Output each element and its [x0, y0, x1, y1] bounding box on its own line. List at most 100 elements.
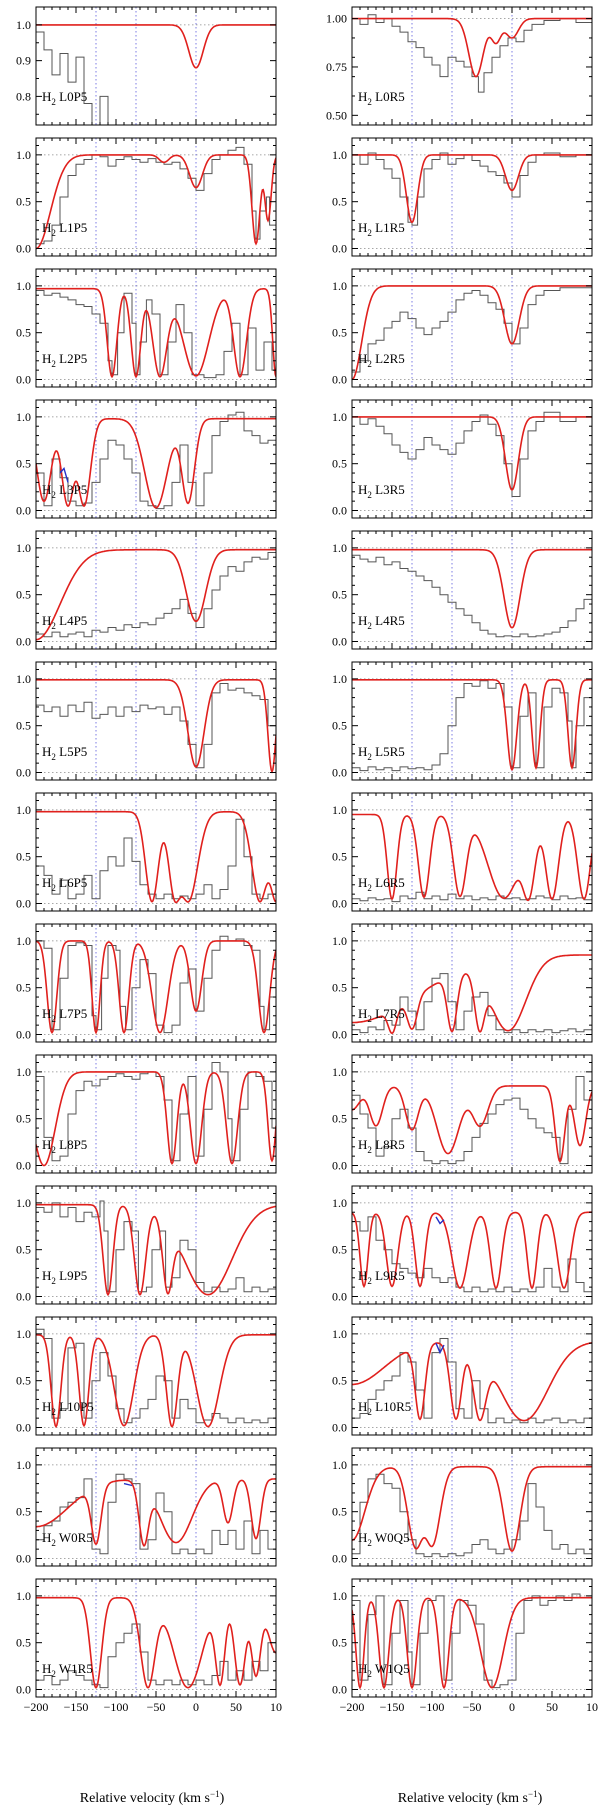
y-tick-label: 0.5 [332, 719, 347, 733]
y-tick-label: 1.0 [16, 410, 31, 424]
panel-frame [351, 792, 593, 912]
y-tick-label: 0.0 [16, 1290, 31, 1304]
transition-label: H2 L10R5 [358, 1399, 411, 1417]
y-tick-label: 1.0 [16, 148, 31, 162]
y-tick-label: 0.50 [326, 108, 347, 122]
y-tick-label: 0.5 [16, 1374, 31, 1388]
y-tick-label: 1.0 [16, 1196, 31, 1210]
spectrum-panel: 0.0 0.5 1.0 H2 L2R5 [332, 268, 593, 388]
transition-label: H2 L5R5 [358, 744, 405, 762]
x-tick-label: −100 [104, 1700, 129, 1714]
spectrum-panel: 0.00.51.0H2 L4P5 [16, 530, 277, 650]
y-tick-label: 1.0 [16, 18, 31, 32]
spectrum-panel: 0.00.51.0H2 L7R5 [332, 923, 593, 1043]
y-tick-label: 0.5 [16, 719, 31, 733]
model-fit-curve [352, 1342, 592, 1422]
y-tick-label: 0.0 [332, 1159, 347, 1173]
observed-flux-histogram [36, 1200, 276, 1293]
y-tick-label: 1.0 [332, 1327, 347, 1341]
model-fit-curve [352, 17, 592, 78]
y-tick-label: 1.0 [332, 148, 347, 162]
y-tick-label: 0.5 [16, 981, 31, 995]
y-tick-label: 1.0 [16, 934, 31, 948]
spectrum-panel: 0.0 0.5 1.0 H2 L8R5 [332, 1054, 593, 1174]
spectrum-panel: 0.0 0.5 1.0 H2 L4R5 [332, 530, 593, 650]
panel-frame [35, 530, 277, 650]
y-tick-label: 0.5 [332, 195, 347, 209]
spectrum-panel: 0.0 0.5 1.0 H2 L5P5 [16, 661, 277, 781]
y-tick-label: 1.0 [16, 1065, 31, 1079]
component-model-curve [59, 466, 69, 483]
model-fit-curve [36, 679, 276, 774]
y-tick-label: 0.0 [16, 635, 31, 649]
x-tick-label: −150 [64, 1700, 89, 1714]
y-tick-label: 1.0 [332, 1196, 347, 1210]
model-fit-curve [352, 1211, 592, 1290]
y-tick-label: 0.5 [332, 1505, 347, 1519]
y-tick-label: 0.0 [332, 373, 347, 387]
panel-frame [35, 792, 277, 912]
spectrum-panel: 0.0 0.5 1.0 H2 W1R5 [16, 1578, 277, 1698]
observed-flux-histogram [36, 1062, 276, 1162]
y-tick-label: 0.5 [16, 457, 31, 471]
y-tick-label: 1.0 [332, 410, 347, 424]
model-fit-curve [36, 154, 276, 250]
spectrum-panel: 0.0 0.5 1.0 H2 L2P5 [16, 268, 277, 388]
model-fit-curve [36, 24, 276, 69]
observed-flux-histogram [36, 290, 276, 379]
y-tick-label: 1.0 [332, 279, 347, 293]
y-tick-label: 0.9 [16, 54, 31, 68]
observed-flux-histogram [36, 1473, 276, 1555]
y-tick-label: 0.0 [16, 1552, 31, 1566]
y-tick-label: 0.5 [332, 1374, 347, 1388]
model-fit-curve [352, 679, 592, 772]
panel-frame [351, 530, 593, 650]
y-tick-label: 0.5 [332, 850, 347, 864]
y-tick-label: 1.0 [16, 1458, 31, 1472]
observed-flux-histogram [36, 546, 276, 638]
y-tick-label: 0.0 [332, 766, 347, 780]
observed-flux-histogram [352, 287, 592, 373]
y-tick-label: 1.0 [332, 541, 347, 555]
transition-label: H2 L0P5 [42, 89, 87, 107]
y-tick-label: 0.0 [332, 1421, 347, 1435]
bottom-axes: −200 −150 −100 −50 0 50 10 −200 −150 −100 −50 0 50 10 [24, 1700, 598, 1714]
observed-flux-histogram [352, 1591, 592, 1689]
spectrum-panel: 0.0 0.5 1.0 H2 L10P5 [16, 1316, 277, 1436]
y-tick-label: 0.5 [16, 850, 31, 864]
y-tick-label: 0.0 [332, 242, 347, 256]
y-tick-label: 0.5 [16, 588, 31, 602]
spectrum-panel: 0.00.51.0H2 L7P5 [16, 923, 277, 1043]
y-tick-label: 1.0 [16, 541, 31, 555]
spectrum-panel: 0.0 0.5 1.0 H2 L1R5 [332, 137, 593, 257]
x-tick-label: −150 [380, 1700, 405, 1714]
transition-label: H2 L0R5 [358, 89, 405, 107]
observed-flux-histogram [352, 152, 592, 226]
spectrum-panel: 0.0 0.5 1.0 H2 L6P5 [16, 792, 277, 912]
model-fit-curve [352, 154, 592, 224]
transition-label: H2 L6P5 [42, 875, 87, 893]
spectrum-panel: 0.0 0.5 1.0 H2 L5R5 [332, 661, 593, 781]
observed-flux-histogram [352, 1216, 592, 1293]
x-tick-label: 50 [546, 1700, 558, 1714]
y-tick-label: 1.0 [16, 803, 31, 817]
model-fit-curve [36, 1334, 276, 1429]
y-tick-label: 0.5 [332, 1636, 347, 1650]
observed-flux-histogram [352, 1473, 592, 1558]
transition-label: H2 W0R5 [42, 1530, 93, 1548]
y-tick-label: 1.0 [332, 672, 347, 686]
observed-flux-histogram [352, 973, 592, 1034]
observed-flux-histogram [36, 818, 276, 900]
y-tick-label: 1.00 [326, 12, 347, 26]
y-tick-label: 0.0 [16, 242, 31, 256]
x-axis-label: Relative velocity (km s−1) [80, 1789, 225, 1806]
observed-flux-histogram [352, 14, 592, 93]
y-tick-label: 0.5 [332, 1243, 347, 1257]
model-fit-curve [352, 1465, 592, 1553]
model-fit-curve [352, 813, 592, 902]
model-fit-curve [36, 287, 276, 379]
component-model-curve [123, 1482, 133, 1487]
x-tick-label: 10 [270, 1700, 282, 1714]
y-tick-label: 0.0 [332, 1552, 347, 1566]
